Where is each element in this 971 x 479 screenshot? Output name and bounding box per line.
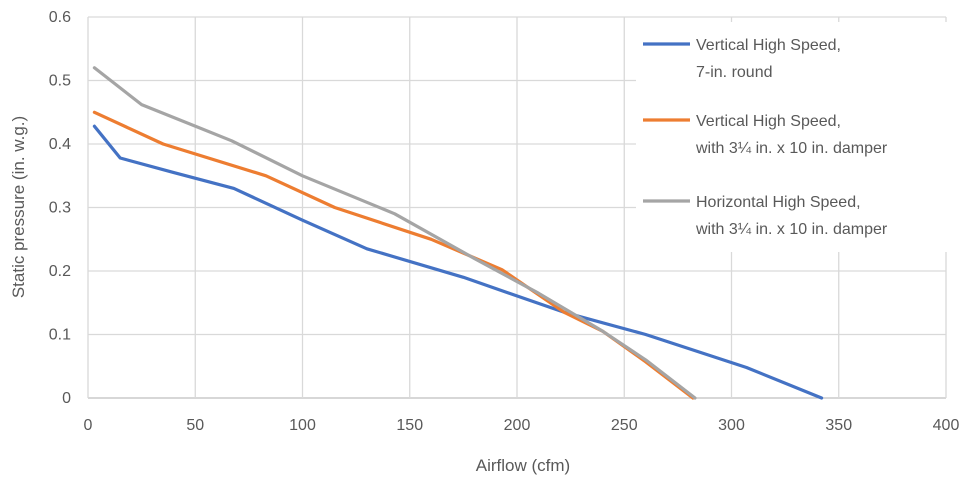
legend-label-3a: Horizontal High Speed, [696, 194, 861, 211]
series-lines [92, 66, 824, 400]
y-tick-label-3: 0.3 [49, 200, 71, 217]
legend-label-2b: with 3¼ in. x 10 in. damper [695, 140, 888, 157]
x-tick-label-4: 200 [504, 417, 531, 434]
x-tick-label-0: 0 [84, 417, 93, 434]
y-axis-title: Static pressure (in. w.g.) [9, 116, 28, 298]
y-tick-label-4: 0.4 [49, 136, 71, 153]
legend-entry-2: Vertical High Speed, with 3¼ in. x 10 in… [643, 113, 888, 157]
x-tick-label-2: 100 [289, 417, 316, 434]
series-line-3 [92, 66, 697, 400]
legend: Vertical High Speed, 7-in. round Vertica… [636, 22, 950, 252]
y-tick-label-2: 0.2 [49, 263, 71, 280]
legend-background [636, 22, 950, 252]
y-tick-label-1: 0.1 [49, 327, 71, 344]
series-line-1 [92, 124, 824, 400]
x-tick-label-8: 400 [933, 417, 960, 434]
legend-label-1b: 7-in. round [696, 64, 773, 81]
x-tick-label-7: 350 [825, 417, 852, 434]
y-tick-label-0: 0 [62, 390, 71, 407]
legend-label-1a: Vertical High Speed, [696, 37, 841, 54]
tick-labels: 0 0.1 0.2 0.3 0.4 0.5 0.6 0 50 100 150 200 250 300 350… [49, 9, 960, 434]
y-tick-label-5: 0.5 [49, 73, 71, 90]
legend-label-3b: with 3¼ in. x 10 in. damper [695, 221, 888, 238]
x-tick-label-3: 150 [396, 417, 423, 434]
x-tick-label-1: 50 [186, 417, 204, 434]
legend-entry-1: Vertical High Speed, 7-in. round [643, 37, 841, 81]
legend-label-2a: Vertical High Speed, [696, 113, 841, 130]
x-tick-label-5: 250 [611, 417, 638, 434]
x-tick-label-6: 300 [718, 417, 745, 434]
legend-entry-3: Horizontal High Speed, with 3¼ in. x 10 … [643, 194, 888, 238]
x-axis-title: Airflow (cfm) [476, 456, 570, 475]
y-tick-label-6: 0.6 [49, 9, 71, 26]
